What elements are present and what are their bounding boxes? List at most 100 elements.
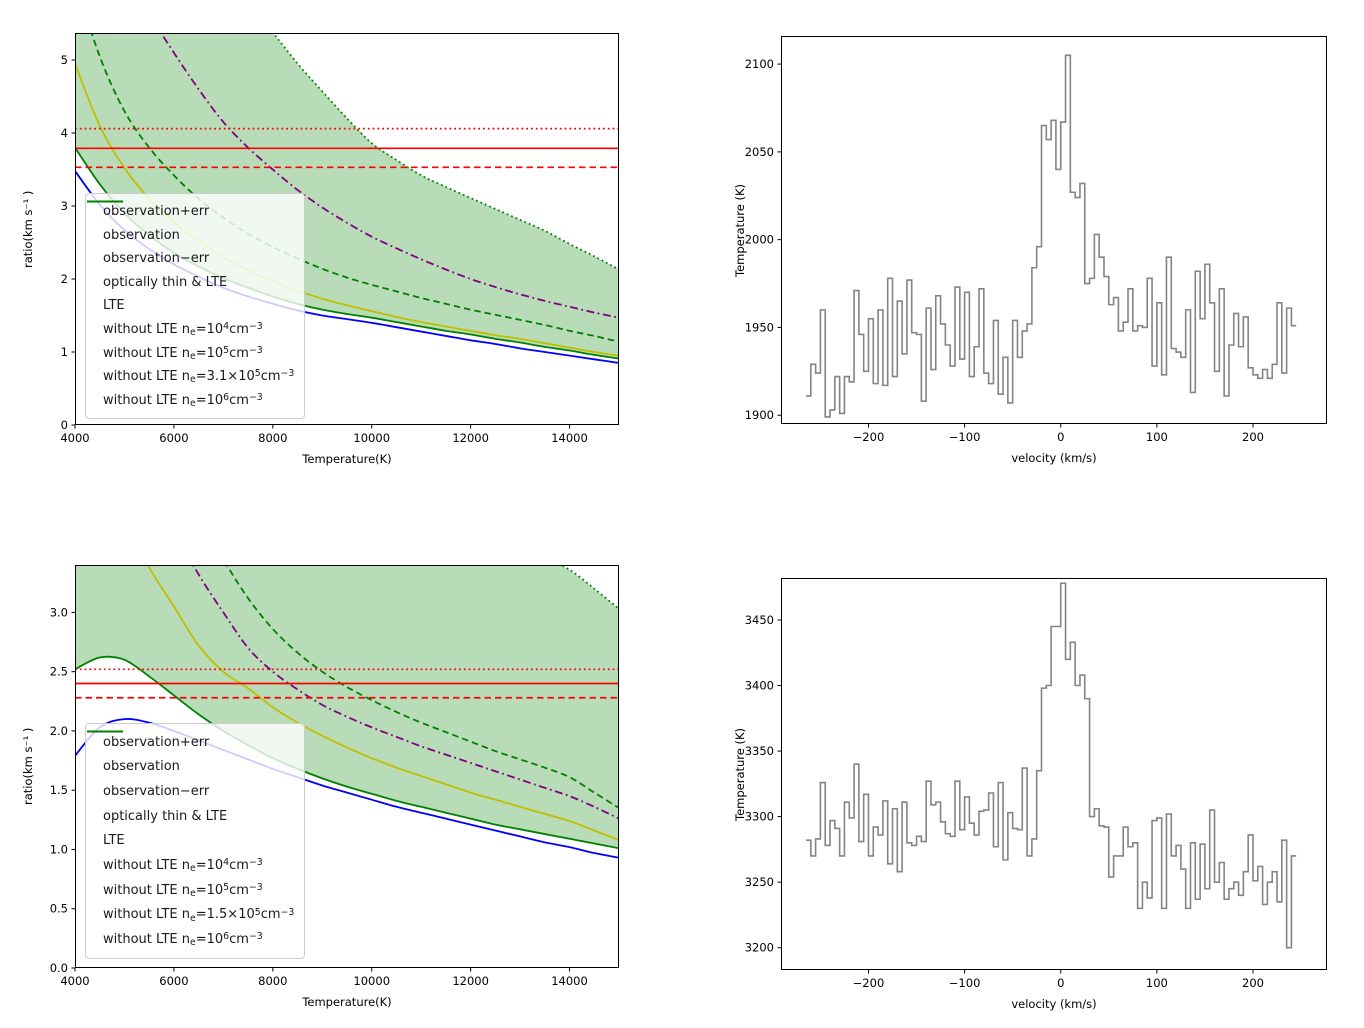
y-tick-label: 3 — [61, 199, 68, 213]
legend-label: observation+err — [103, 734, 210, 750]
legend-label: without LTE ne=106cm−3 — [103, 931, 263, 949]
x-tick-label: −100 — [949, 430, 981, 444]
legend-label: observation−err — [103, 784, 210, 800]
plot-area — [805, 54, 1297, 418]
y-tick-label: 0.0 — [50, 961, 68, 975]
axis-ticks: −200 −100 0 100 200 3200 3250 3300 3350 3400 3450 — [745, 613, 1264, 990]
x-tick-label: 8000 — [258, 974, 287, 988]
axis-ticks: −200 −100 0 100 200 1900 1950 2000 2050 2100 — [745, 57, 1264, 444]
x-tick-label: 4000 — [60, 974, 89, 988]
plot-canvas-top-left: 4000 6000 8000 10000 12000 14000 0 1 2 3 4 5 — [60, 33, 619, 445]
x-tick-label: 12000 — [452, 974, 489, 988]
y-tick-label: 3.0 — [50, 605, 68, 619]
y-axis-label: Temperature (K) — [733, 183, 747, 277]
x-tick-label: 10000 — [353, 431, 390, 445]
plot-area — [805, 582, 1297, 949]
y-tick-label: 2.5 — [50, 665, 68, 679]
axes-frame — [781, 36, 1327, 424]
legend-label: optically thin & LTE — [103, 274, 228, 290]
x-tick-label: 100 — [1146, 976, 1168, 990]
x-tick-label: 8000 — [258, 431, 287, 445]
y-tick-label: 3250 — [745, 875, 774, 889]
legend-label: LTE — [103, 298, 125, 314]
legend-label: observation+err — [103, 203, 210, 219]
axes-frame — [781, 578, 1327, 970]
legend-label: observation — [103, 759, 180, 775]
y-tick-label: 3300 — [745, 810, 774, 824]
y-axis-label: ratio(km s⁻¹ ) — [21, 190, 35, 268]
y-tick-label: 0.5 — [50, 902, 68, 916]
legend-item: without LTE ne=1.5×105cm−3 — [87, 730, 295, 928]
x-tick-label: 100 — [1146, 430, 1168, 444]
shaded-region — [75, 565, 619, 849]
legend-item: without LTE ne=104cm−3 — [87, 730, 294, 878]
axes-frame — [75, 565, 619, 968]
series-line-3 — [225, 565, 619, 809]
x-axis-label: Temperature(K) — [302, 452, 392, 466]
y-axis-label: Temperature (K) — [733, 727, 747, 821]
x-tick-label: 10000 — [353, 974, 390, 988]
legend-label: optically thin & LTE — [103, 808, 228, 824]
plot-canvas-bottom-left: 4000 6000 8000 10000 12000 14000 0.0 0.5 1.0 1.5 2… — [50, 565, 619, 988]
legend-item: observation+err — [87, 200, 294, 224]
series-line-2 — [271, 33, 619, 271]
x-tick-label: 14000 — [551, 974, 588, 988]
legend-label: without LTE ne=104cm−3 — [103, 857, 263, 875]
x-tick-label: −200 — [853, 430, 885, 444]
x-axis-label: velocity (km/s) — [1011, 997, 1097, 1011]
legend-label: without LTE ne=104cm−3 — [103, 321, 263, 338]
legend-label: without LTE ne=1.5×105cm−3 — [103, 906, 295, 924]
y-tick-label: 3350 — [745, 744, 774, 758]
y-tick-label: 2 — [61, 272, 68, 286]
x-tick-label: 200 — [1242, 976, 1264, 990]
axes-frame — [75, 33, 619, 425]
y-tick-label: 3200 — [745, 941, 774, 955]
y-tick-label: 2000 — [745, 233, 774, 247]
legend-item: without LTE ne=106cm−3 — [87, 730, 294, 952]
panel-bottom-right-spectrum-chart: velocity (km/s) Temperature (K) −200 −100… — [733, 578, 1327, 1011]
y-tick-label: 3450 — [745, 613, 774, 627]
series-line-4 — [159, 33, 619, 319]
legend-label: without LTE ne=106cm−3 — [103, 391, 263, 409]
y-tick-label: 3400 — [745, 679, 774, 693]
legend-line-sample — [87, 730, 123, 733]
step-line — [805, 582, 1297, 949]
x-tick-label: 6000 — [159, 431, 188, 445]
series-line-0 — [146, 565, 619, 841]
x-tick-label: −200 — [853, 976, 885, 990]
panel-top-left-ratio-chart: Temperature(K) ratio(km s⁻¹ ) 4000 6000 80… — [21, 33, 619, 466]
legend-item: observation−err — [87, 200, 294, 271]
y-tick-label: 4 — [61, 126, 68, 140]
legend-item: without LTE ne=105cm−3 — [87, 730, 294, 903]
series-line-5 — [75, 655, 619, 850]
plot-area — [75, 565, 619, 859]
legend-label: without LTE ne=3.1×105cm−3 — [103, 368, 295, 386]
legend-label: without LTE ne=105cm−3 — [103, 881, 263, 899]
x-tick-label: 0 — [1057, 976, 1064, 990]
shaded-region — [75, 33, 619, 359]
x-axis-label: velocity (km/s) — [1011, 451, 1097, 465]
legend-item: observation−err — [87, 730, 294, 804]
legend-item: observation — [87, 200, 294, 247]
legend-item: optically thin & LTE — [87, 730, 294, 829]
x-tick-label: 14000 — [551, 431, 588, 445]
y-tick-label: 1950 — [745, 320, 774, 334]
x-tick-label: 200 — [1242, 430, 1264, 444]
plot-canvas-bottom-right: −200 −100 0 100 200 3200 3250 3300 3350 3400 3450 — [745, 578, 1327, 990]
legend-item: LTE — [87, 200, 294, 318]
y-tick-label: 2.0 — [50, 724, 68, 738]
legend-line-sample — [87, 200, 123, 203]
legend-label: observation — [103, 227, 180, 243]
y-tick-label: 5 — [61, 53, 68, 67]
x-tick-label: −100 — [949, 976, 981, 990]
step-line — [805, 54, 1297, 418]
legend-box: observation+err observation observation−er… — [85, 722, 306, 959]
plot-canvas-top-right: −200 −100 0 100 200 1900 1950 2000 2050 2100 — [745, 36, 1327, 444]
y-tick-label: 1.5 — [50, 783, 68, 797]
legend-box: observation+err observation observation−er… — [85, 192, 306, 419]
series-line-3 — [90, 33, 619, 343]
y-axis-label: ratio(km s⁻¹ ) — [21, 727, 35, 806]
legend-item: without LTE ne=3.1×105cm−3 — [87, 200, 295, 389]
legend-item: LTE — [87, 730, 294, 854]
axis-ticks: 4000 6000 8000 10000 12000 14000 0 1 2 3 4 5 — [60, 53, 587, 445]
